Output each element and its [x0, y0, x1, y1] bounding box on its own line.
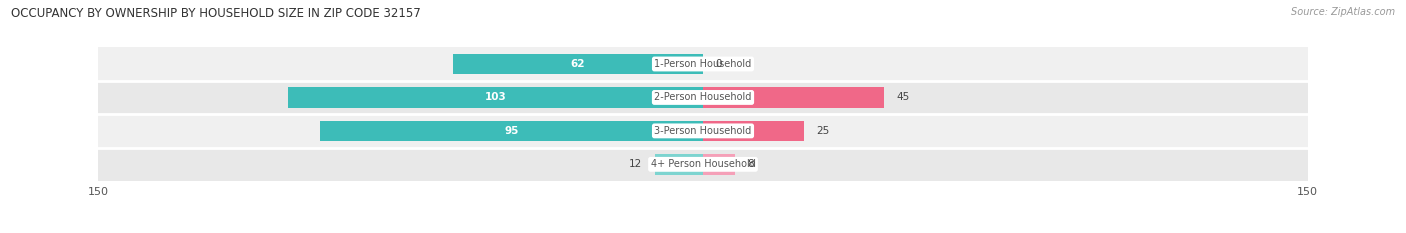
Bar	[703, 87, 884, 108]
Bar	[98, 148, 1308, 181]
Text: 95: 95	[505, 126, 519, 136]
Text: 3-Person Household: 3-Person Household	[654, 126, 752, 136]
Bar	[98, 81, 1308, 114]
Bar	[288, 87, 703, 108]
Text: 45: 45	[897, 93, 910, 103]
Text: 2-Person Household: 2-Person Household	[654, 93, 752, 103]
Text: 1-Person Household: 1-Person Household	[654, 59, 752, 69]
Bar	[98, 114, 1308, 148]
Text: Source: ZipAtlas.com: Source: ZipAtlas.com	[1291, 7, 1395, 17]
Text: 0: 0	[716, 59, 721, 69]
Bar	[453, 54, 703, 74]
Text: 4+ Person Household: 4+ Person Household	[651, 159, 755, 169]
Text: 62: 62	[571, 59, 585, 69]
Text: 25: 25	[815, 126, 830, 136]
Bar	[655, 154, 703, 175]
Bar	[98, 47, 1308, 81]
Bar	[321, 120, 703, 141]
Text: 103: 103	[485, 93, 506, 103]
Text: OCCUPANCY BY OWNERSHIP BY HOUSEHOLD SIZE IN ZIP CODE 32157: OCCUPANCY BY OWNERSHIP BY HOUSEHOLD SIZE…	[11, 7, 420, 20]
Bar	[703, 120, 804, 141]
Bar	[703, 154, 735, 175]
Text: 8: 8	[748, 159, 754, 169]
Text: 12: 12	[630, 159, 643, 169]
